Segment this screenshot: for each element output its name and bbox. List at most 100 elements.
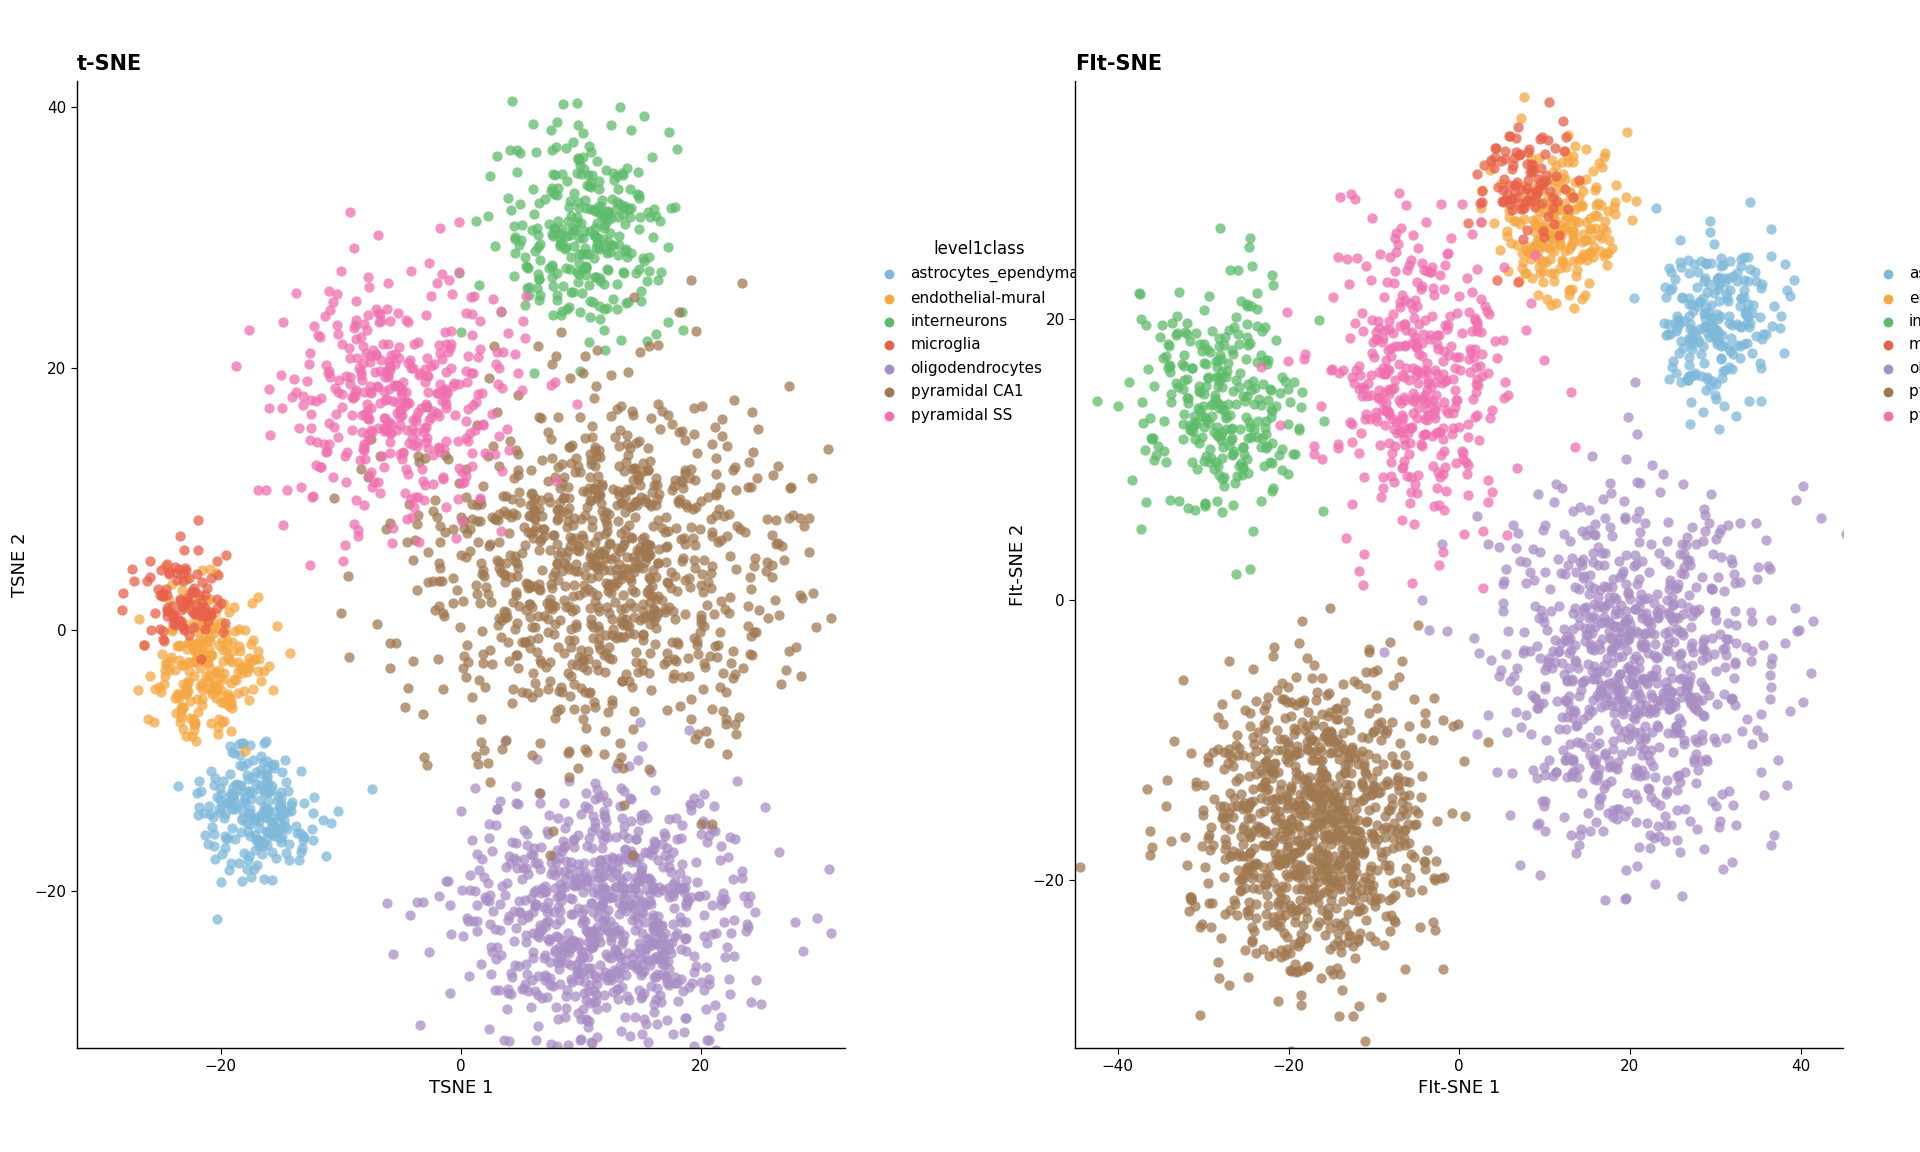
Point	[507, 380, 538, 399]
Point	[1238, 922, 1269, 940]
Point	[1221, 685, 1252, 704]
Point	[1313, 774, 1344, 793]
Point	[1284, 634, 1315, 652]
Point	[660, 567, 691, 585]
Point	[1690, 304, 1720, 323]
Point	[735, 478, 766, 497]
Point	[1206, 369, 1236, 387]
Point	[551, 138, 582, 157]
Point	[334, 367, 365, 386]
Point	[1630, 624, 1661, 643]
Point	[1565, 553, 1596, 571]
Point	[1357, 780, 1388, 798]
Point	[182, 703, 213, 721]
Point	[511, 975, 541, 993]
Point	[637, 881, 668, 900]
Point	[242, 763, 273, 781]
Point	[689, 927, 720, 946]
Point	[294, 344, 324, 363]
Point	[1227, 799, 1258, 818]
Point	[148, 622, 179, 641]
Point	[1367, 328, 1398, 347]
Point	[503, 559, 534, 577]
Point	[616, 811, 647, 829]
Point	[1530, 252, 1561, 271]
Point	[169, 621, 200, 639]
Point	[624, 467, 655, 485]
Point	[1590, 212, 1620, 230]
Point	[538, 578, 568, 597]
Point	[1745, 308, 1776, 326]
Point	[380, 377, 411, 395]
Point	[1344, 562, 1375, 581]
Point	[1192, 874, 1223, 893]
Point	[1688, 725, 1718, 743]
Point	[432, 382, 463, 401]
Point	[607, 977, 637, 995]
Point	[265, 797, 296, 816]
Point	[1503, 146, 1534, 165]
Point	[538, 184, 568, 203]
Point	[697, 814, 728, 833]
Point	[618, 702, 649, 720]
Point	[1667, 643, 1697, 661]
Point	[1549, 242, 1580, 260]
Point	[516, 746, 547, 765]
Point	[192, 612, 223, 630]
Point	[271, 820, 301, 839]
Point	[179, 636, 209, 654]
Point	[1657, 669, 1688, 688]
Point	[1578, 544, 1609, 562]
Point	[662, 992, 693, 1010]
Point	[1290, 866, 1321, 885]
Point	[1578, 238, 1609, 257]
Point	[1557, 672, 1588, 690]
Point	[701, 1040, 732, 1059]
Point	[1461, 507, 1492, 525]
Point	[1509, 88, 1540, 106]
Point	[1421, 386, 1452, 404]
Point	[589, 511, 620, 530]
Point	[1567, 673, 1597, 691]
Point	[645, 917, 676, 935]
Point	[561, 987, 591, 1006]
Point	[607, 672, 637, 690]
Point	[1256, 761, 1286, 780]
Point	[541, 888, 572, 907]
Point	[369, 381, 399, 400]
Point	[467, 622, 497, 641]
Point	[1534, 579, 1565, 598]
Point	[660, 634, 691, 652]
Point	[413, 543, 444, 561]
Point	[1686, 291, 1716, 310]
Point	[1574, 821, 1605, 840]
Point	[655, 199, 685, 218]
Point	[1680, 364, 1711, 382]
Point	[1177, 422, 1208, 440]
Point	[1716, 854, 1747, 872]
Point	[1665, 773, 1695, 791]
Point	[762, 533, 793, 552]
Point	[355, 353, 386, 371]
Point	[687, 551, 718, 569]
Point	[1494, 200, 1524, 219]
Point	[409, 748, 440, 766]
Point	[540, 525, 570, 544]
Point	[1475, 151, 1505, 169]
Point	[154, 562, 184, 581]
Point	[442, 582, 472, 600]
Point	[609, 566, 639, 584]
Point	[588, 910, 618, 929]
Point	[190, 667, 221, 685]
Point	[557, 218, 588, 236]
Point	[1661, 717, 1692, 735]
Point	[685, 492, 716, 510]
Point	[1396, 574, 1427, 592]
Point	[225, 775, 255, 794]
Point	[653, 237, 684, 256]
Point	[634, 584, 664, 602]
Point	[1555, 185, 1586, 204]
Point	[1524, 814, 1555, 833]
Point	[1367, 401, 1398, 419]
Point	[424, 573, 455, 591]
